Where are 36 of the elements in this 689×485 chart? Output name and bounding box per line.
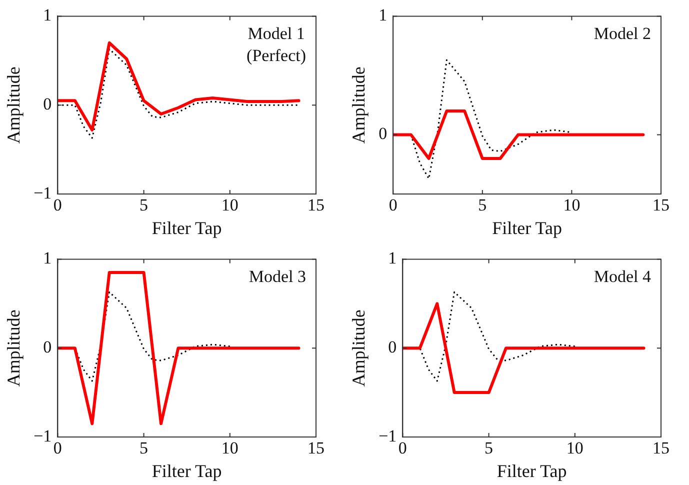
x-tick-label: 15 xyxy=(652,196,670,215)
y-axis-title: Amplitude xyxy=(4,310,24,387)
y-axis-title: Amplitude xyxy=(348,66,369,144)
y-tick-label: −1 xyxy=(378,426,397,446)
y-tick-label: 0 xyxy=(43,338,52,357)
x-tick-label: 10 xyxy=(221,438,238,458)
x-tick-label: 5 xyxy=(484,438,494,458)
y-tick-label: 0 xyxy=(43,94,52,114)
x-axis-title: Filter Tap xyxy=(152,218,222,238)
x-tick-label: 15 xyxy=(652,438,670,458)
x-tick-label: 5 xyxy=(478,196,487,215)
y-tick-label: 1 xyxy=(43,6,52,25)
annotation: (Perfect) xyxy=(246,46,306,66)
x-tick-label: 5 xyxy=(140,196,148,215)
y-tick-label: 1 xyxy=(378,6,388,25)
x-tick-label: 10 xyxy=(563,196,580,215)
x-axis-title: Filter Tap xyxy=(492,218,562,238)
y-tick-label: −1 xyxy=(34,426,52,446)
annotation: Model 2 xyxy=(594,24,652,44)
y-tick-label: −1 xyxy=(34,183,52,202)
x-tick-label: 10 xyxy=(221,196,238,215)
y-tick-label: 0 xyxy=(378,124,388,144)
x-tick-label: 5 xyxy=(140,438,148,458)
y-axis-title: Amplitude xyxy=(4,66,24,144)
annotation: Model 3 xyxy=(248,267,306,286)
y-tick-label: 0 xyxy=(388,338,397,357)
x-tick-label: 10 xyxy=(566,438,584,458)
x-tick-label: 15 xyxy=(308,438,324,458)
x-tick-label: 15 xyxy=(308,196,324,215)
annotation: Model 4 xyxy=(594,267,652,286)
annotation: Model 1 xyxy=(248,24,305,44)
y-tick-label: 1 xyxy=(43,248,52,268)
x-axis-title: Filter Tap xyxy=(152,460,222,481)
x-axis-title: Filter Tap xyxy=(496,460,567,481)
y-axis-title: Amplitude xyxy=(348,310,369,387)
y-tick-label: 1 xyxy=(388,248,397,268)
